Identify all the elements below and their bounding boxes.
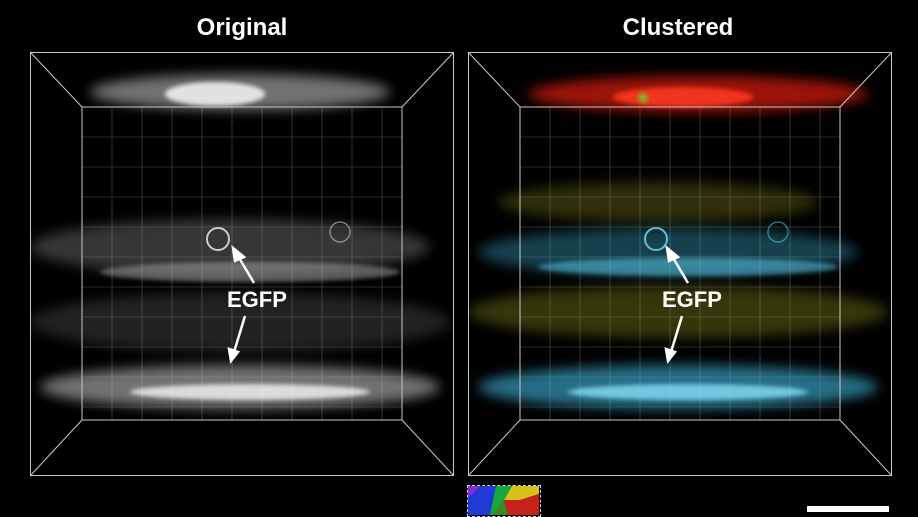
original-volume-render	[30, 52, 454, 476]
cluster-color-legend	[467, 485, 541, 517]
clustered-volume-panel: EGFP	[468, 52, 892, 476]
original-signal	[30, 74, 450, 409]
egfp-label-clustered: EGFP	[662, 287, 722, 312]
original-title: Original	[196, 14, 288, 41]
egfp-arrows-clustered	[664, 244, 690, 365]
scale-bar	[807, 506, 889, 512]
clustered-title: Clustered	[622, 14, 734, 41]
egfp-label-original: EGFP	[227, 287, 287, 312]
clustered-volume-render	[468, 52, 892, 476]
clustered-signal	[468, 76, 888, 409]
original-volume-panel: EGFP	[30, 52, 454, 476]
egfp-arrows	[227, 244, 256, 365]
